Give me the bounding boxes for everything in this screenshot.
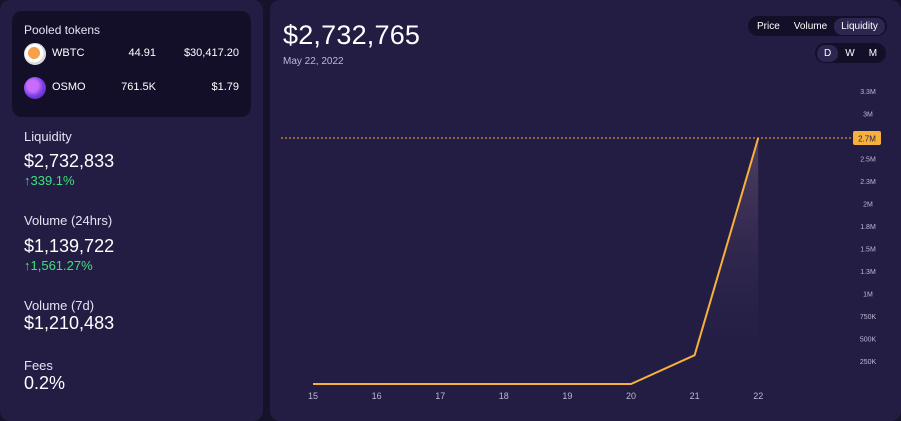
x-tick-label: 22 [753,391,763,401]
token-value: $30,417.20 [183,47,239,59]
y-tick-label: 500K [860,337,877,344]
tab-liquidity[interactable]: Liquidity [834,17,885,35]
range-tab-group: D W M [815,43,887,63]
volume-24h-value: $1,139,722 [24,236,115,256]
x-tick-label: 19 [562,391,572,401]
y-tick-label: 3M [863,112,873,119]
fees-label: Fees [24,358,53,373]
liquidity-label: Liquidity [24,129,72,144]
series-line [313,137,760,385]
token-amount: 761.5K [121,81,156,93]
liquidity-chart[interactable]: 2.7M 250K 500K 750K 1M 1.3M 1.5M 1.8M 2M 2.3M 2.5M… [270,0,901,421]
chart-current-value: $2,732,765 [283,20,421,50]
tab-price[interactable]: Price [757,20,780,32]
volume-24h-label: Volume (24hrs) [24,213,113,228]
y-tick-label: 250K [860,359,877,366]
y-tick-label: 1.3M [860,269,876,276]
y-tick-label: 2.5M [860,157,876,164]
wbtc-token-icon [24,43,46,65]
pooled-tokens-card: Pooled tokens WBTC 44.91 $30,417.20 OSMO… [12,11,251,117]
volume-24h-change: ↑1,561.27% [24,258,93,273]
x-tick-label: 20 [626,391,636,401]
y-tick-label: 1.8M [860,224,876,231]
y-tick-label: 750K [860,314,877,321]
y-tick-label: 2M [863,202,873,209]
range-day-button[interactable]: D [817,44,839,62]
metric-tab-group: Price Volume Liquidity [748,16,887,36]
series-area [313,138,759,384]
range-week-button[interactable]: W [845,47,855,59]
current-value-label: 2.7M [858,135,876,144]
range-month-button[interactable]: M [868,47,878,59]
volume-7d-label: Volume (7d) [24,298,95,313]
chart-current-date: May 22, 2022 [283,56,344,67]
token-row-osmo: OSMO 761.5K $1.79 [24,76,239,100]
x-tick-label: 21 [690,391,700,401]
x-tick-label: 17 [435,391,445,401]
token-symbol: OSMO [52,81,86,93]
tab-volume[interactable]: Volume [793,20,828,32]
y-tick-label: 3.3M [860,89,876,96]
x-tick-label: 16 [372,391,382,401]
token-value: $1.79 [211,81,239,93]
chart-panel: $2,732,765 May 22, 2022 Price Volume Liq… [270,0,901,421]
current-value-tag [853,131,881,146]
fees-value: 0.2% [24,373,66,393]
x-tick-label: 18 [499,391,509,401]
liquidity-change: ↑339.1% [24,173,75,188]
token-amount: 44.91 [128,47,156,59]
token-symbol: WBTC [52,47,85,59]
token-row-wbtc: WBTC 44.91 $30,417.20 [24,42,239,66]
y-tick-label: 1.5M [860,247,876,254]
y-tick-label: 2.3M [860,179,876,186]
volume-7d-value: $1,210,483 [24,313,115,333]
pool-stats-panel: Pooled tokens WBTC 44.91 $30,417.20 OSMO… [0,0,263,421]
pooled-tokens-title: Pooled tokens [24,23,101,37]
x-tick-label: 15 [308,391,318,401]
y-tick-label: 1M [863,292,873,299]
osmo-token-icon [24,77,46,99]
liquidity-value: $2,732,833 [24,151,115,171]
